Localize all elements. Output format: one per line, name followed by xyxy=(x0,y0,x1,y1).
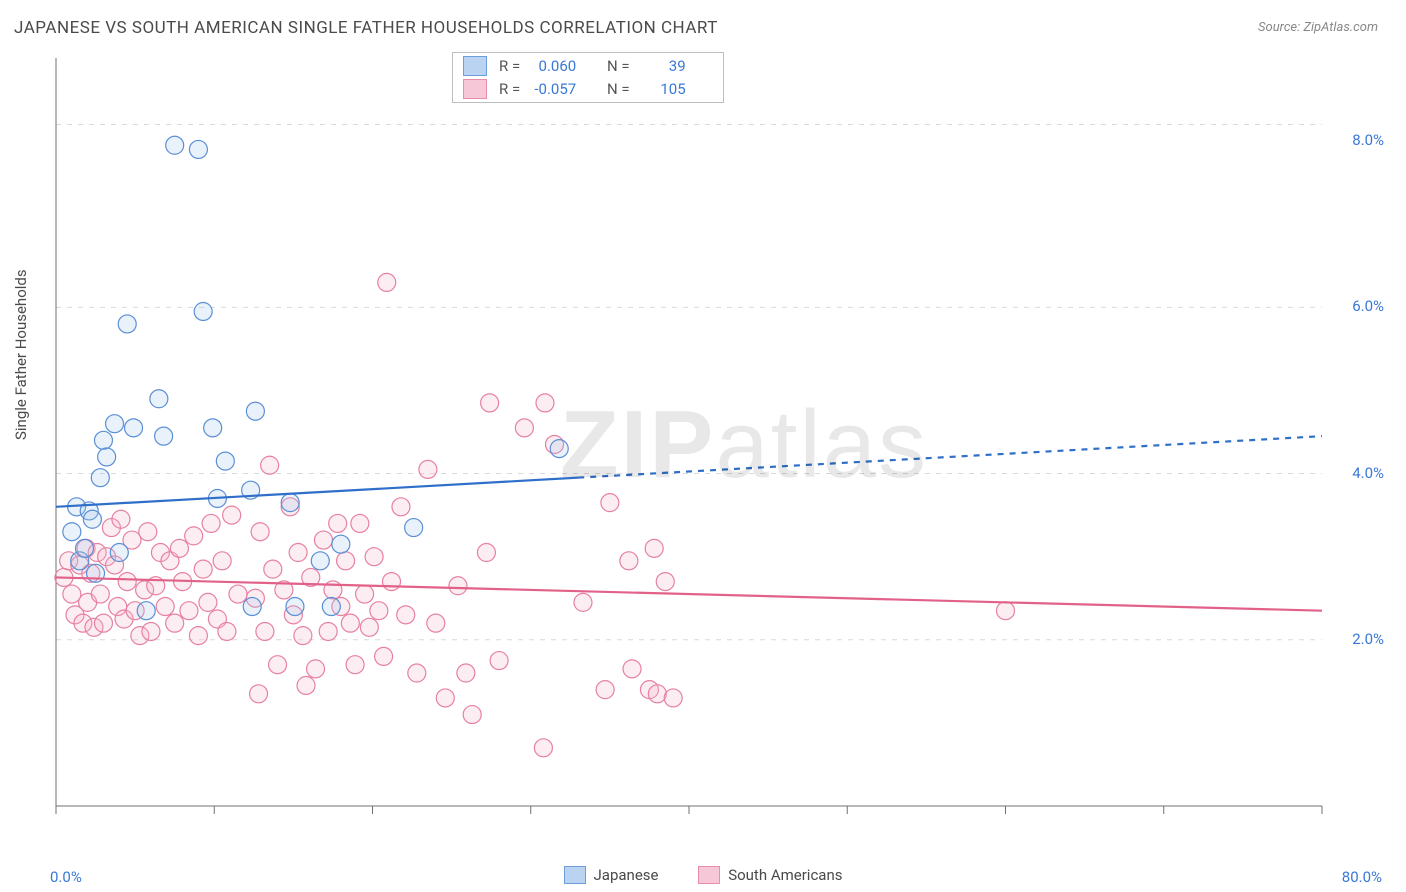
stats-row-south-americans: R =-0.057 N =105 xyxy=(463,78,703,101)
y-axis-label: Single Father Households xyxy=(12,269,30,440)
source-value: ZipAtlas.com xyxy=(1303,20,1378,35)
y-tick-label: 8.0% xyxy=(1352,131,1384,149)
stats-row-japanese: R =0.060 N =39 xyxy=(463,55,703,78)
n-value-south-americans: 105 xyxy=(634,78,686,101)
scatter-svg xyxy=(50,50,1382,840)
series-legend: Japanese South Americans xyxy=(0,866,1406,888)
n-value-japanese: 39 xyxy=(634,55,686,78)
r-value-japanese: 0.060 xyxy=(524,55,576,78)
source-label: Source: xyxy=(1258,20,1300,35)
y-tick-label: 4.0% xyxy=(1352,464,1384,482)
r-value-south-americans: -0.057 xyxy=(524,78,576,101)
legend-item-japanese: Japanese xyxy=(564,866,659,884)
y-tick-label: 6.0% xyxy=(1352,297,1384,315)
legend-item-south-americans: South Americans xyxy=(698,866,842,884)
stats-legend: R =0.060 N =39 R =-0.057 N =105 xyxy=(452,52,724,103)
legend-label-japanese: Japanese xyxy=(594,866,659,884)
legend-swatch-japanese xyxy=(564,866,586,884)
swatch-south-americans xyxy=(463,79,487,99)
chart-title: JAPANESE VS SOUTH AMERICAN SINGLE FATHER… xyxy=(14,18,718,38)
swatch-japanese xyxy=(463,56,487,76)
plot-area xyxy=(50,50,1382,840)
source-attribution: Source: ZipAtlas.com xyxy=(1258,20,1378,35)
legend-label-south-americans: South Americans xyxy=(728,866,842,884)
legend-swatch-south-americans xyxy=(698,866,720,884)
y-tick-label: 2.0% xyxy=(1352,630,1384,648)
